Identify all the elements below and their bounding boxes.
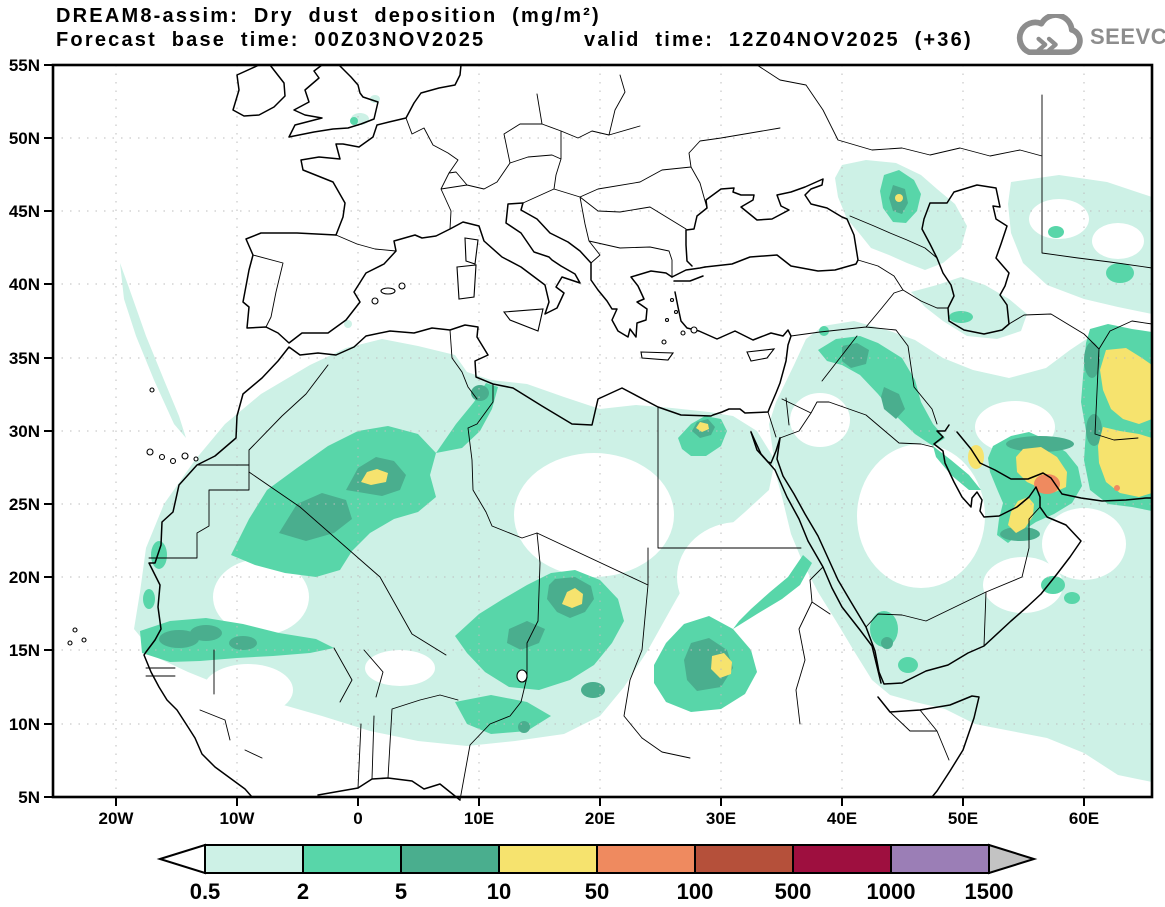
lat-axis-label: 40N: [9, 275, 40, 294]
lon-axis-label: 40E: [827, 809, 857, 828]
lat-axis-label: 25N: [9, 495, 40, 514]
lat-axis-label: 55N: [9, 56, 40, 75]
colorbar: 0.5 2 5 10 50 100 500 1000 1500: [156, 843, 1038, 904]
lon-axis-label: 0: [353, 809, 362, 828]
colorbar-segment: [596, 844, 696, 874]
lat-axis-label: 15N: [9, 641, 40, 660]
axis-ticks: [44, 64, 1085, 806]
lat-axis-label: 30N: [9, 422, 40, 441]
lat-axis-label: 20N: [9, 568, 40, 587]
country-borders: [145, 64, 1153, 801]
colorbar-underflow-arrow: [156, 843, 206, 875]
lon-axis-label: 10W: [220, 809, 256, 828]
lat-axis-label: 5N: [18, 788, 40, 807]
forecast-base-time: Forecast base time: 00Z03NOV2025: [56, 29, 486, 51]
colorbar-overflow-arrow: [988, 843, 1038, 875]
lat-axis-label: 45N: [9, 202, 40, 221]
colorbar-segment: [400, 844, 500, 874]
seevccc-logo: SEEVCCC: [1012, 14, 1165, 60]
colorbar-segment: [792, 844, 892, 874]
colorbar-segment: [204, 844, 304, 874]
lon-axis-label: 10E: [464, 809, 494, 828]
latitude-axis: 55N 50N 45N 40N 35N 30N 25N 20N 15N 10N …: [9, 56, 40, 807]
colorbar-tick-label: 500: [775, 879, 812, 904]
lon-axis-label: 50E: [948, 809, 978, 828]
colorbar-segment: [302, 844, 402, 874]
lat-axis-label: 10N: [9, 715, 40, 734]
colorbar-segment: [890, 844, 990, 874]
lon-axis-label: 60E: [1069, 809, 1099, 828]
cloud-logo-icon: [1016, 14, 1083, 56]
colorbar-tick-label: 1000: [867, 879, 916, 904]
colorbar-tick-label: 5: [395, 879, 407, 904]
lon-axis-label: 30E: [706, 809, 736, 828]
plot-header: DREAM8-assim: Dry dust deposition (mg/m²…: [56, 4, 973, 52]
colorbar-tick-label: 2: [297, 879, 309, 904]
lon-axis-label: 20E: [585, 809, 615, 828]
colorbar-tick-label: 0.5: [190, 879, 221, 904]
colorbar-tick-label: 100: [677, 879, 714, 904]
map-frame: 55N 50N 45N 40N 35N 30N 25N 20N 15N 10N …: [9, 56, 1154, 828]
lon-axis-label: 20W: [99, 809, 135, 828]
dust-deposition-field: [120, 95, 1152, 782]
valid-time: valid time: 12Z04NOV2025 (+36): [584, 29, 973, 51]
plot-title: DREAM8-assim: Dry dust deposition (mg/m²…: [56, 5, 601, 27]
colorbar-tick-label: 50: [585, 879, 609, 904]
plot-subtitle: Forecast base time: 00Z03NOV2025 valid ti…: [56, 28, 973, 52]
colorbar-segment: [694, 844, 794, 874]
colorbar-segment: [498, 844, 598, 874]
lat-axis-label: 50N: [9, 129, 40, 148]
colorbar-tick-label: 10: [487, 879, 511, 904]
colorbar-tick-label: 1500: [965, 879, 1014, 904]
lat-axis-label: 35N: [9, 349, 40, 368]
logo-text: SEEVCCC: [1090, 24, 1165, 49]
longitude-axis: 20W 10W 0 10E 20E 30E 40E 50E 60E: [99, 809, 1100, 828]
